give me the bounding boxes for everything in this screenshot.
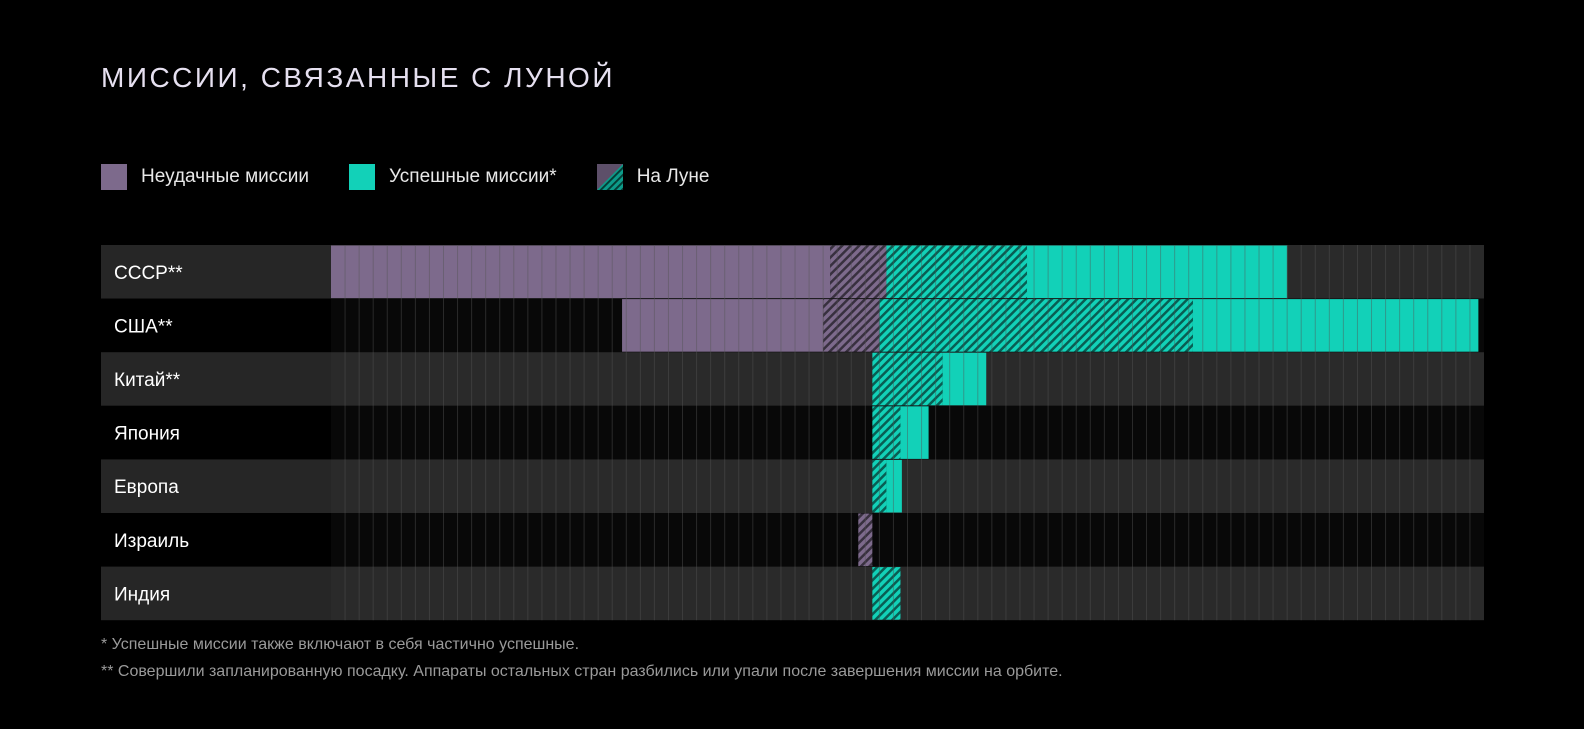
legend-item-failed: Неудачные миссии	[101, 164, 309, 190]
legend-label-success: Успешные миссии*	[388, 166, 557, 187]
row-label-band	[101, 352, 331, 406]
bar-success	[1027, 245, 1288, 299]
legend-swatch-failed	[101, 164, 127, 190]
chart-title: МИССИИ, СВЯЗАННЫЕ С ЛУНОЙ	[101, 62, 615, 93]
row-label: Израиль	[114, 531, 189, 552]
row-label-band	[101, 405, 331, 460]
bar-failed-on-moon	[858, 513, 873, 567]
row-label-band	[101, 459, 331, 513]
row-label: СССР**	[114, 263, 183, 284]
row-label-band	[101, 245, 331, 299]
footnote-partial-success: * Успешные миссии также включают в себя …	[101, 636, 580, 653]
legend: Неудачные миссии Успешные миссии* На Лун…	[101, 163, 750, 191]
bar-success-on-moon	[872, 459, 887, 513]
row-label-band	[101, 298, 331, 353]
row-label: Индия	[114, 584, 170, 605]
bar-success-on-moon	[872, 352, 943, 406]
bar-success-on-moon	[879, 299, 1193, 352]
bar-failed-on-moon	[830, 245, 887, 299]
row-grid-band	[331, 566, 1484, 621]
row-label: США**	[114, 316, 173, 337]
legend-item-on-moon: На Луне	[596, 164, 710, 190]
bar-failed	[331, 245, 831, 299]
row-label: Япония	[114, 424, 180, 445]
bar-success	[942, 352, 987, 406]
bar-success	[1192, 299, 1479, 352]
legend-item-success: Успешные миссии*	[348, 164, 557, 190]
row-label: Европа	[114, 477, 179, 498]
row-grid-band	[331, 459, 1484, 513]
bar-success-on-moon	[886, 245, 1028, 299]
bar-failed-on-moon	[823, 299, 880, 352]
bar-success	[900, 406, 929, 459]
legend-swatch-on-moon	[596, 164, 623, 190]
bar-success	[886, 459, 902, 513]
row-label-band	[101, 566, 331, 621]
row-grid-band	[331, 513, 1484, 567]
row-label: Китай**	[114, 370, 181, 391]
footnote-landing: ** Совершили запланированную посадку. Ап…	[101, 663, 1063, 680]
legend-label-failed: Неудачные миссии	[141, 166, 309, 187]
row-label-band	[101, 513, 331, 567]
bar-success-on-moon	[872, 567, 901, 620]
bar-success-on-moon	[872, 406, 901, 459]
legend-swatch-success	[348, 164, 375, 190]
bar-failed	[622, 299, 824, 352]
legend-label-on-moon: На Луне	[636, 166, 710, 187]
